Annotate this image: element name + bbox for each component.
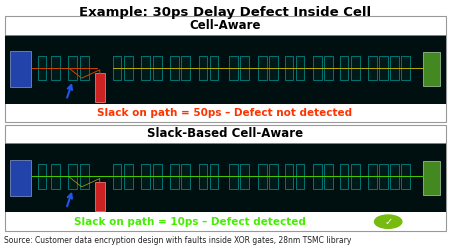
Bar (112, 164, 122, 188)
Bar (379, 164, 388, 188)
Bar (210, 56, 218, 80)
Bar (181, 56, 190, 80)
Bar (258, 164, 267, 188)
Bar (313, 164, 322, 188)
Bar (210, 164, 218, 188)
Bar (368, 164, 377, 188)
Bar (324, 56, 333, 80)
Bar (10, 51, 31, 87)
Bar (95, 73, 104, 102)
Bar (81, 164, 89, 188)
Bar (170, 56, 179, 80)
Bar (170, 164, 179, 188)
FancyBboxPatch shape (4, 16, 446, 122)
Bar (230, 164, 238, 188)
Bar (258, 56, 267, 80)
Bar (198, 56, 207, 80)
Bar (4, 35, 446, 104)
Bar (68, 164, 77, 188)
Bar (401, 56, 410, 80)
Text: Slack on path = 10ps – Defect detected: Slack on path = 10ps – Defect detected (74, 217, 306, 227)
Bar (4, 143, 446, 212)
Bar (340, 164, 348, 188)
Bar (153, 164, 162, 188)
Bar (423, 52, 440, 86)
Bar (37, 56, 46, 80)
Bar (51, 164, 59, 188)
Bar (198, 164, 207, 188)
Text: Slack on path = 50ps – Defect not detected: Slack on path = 50ps – Defect not detect… (98, 108, 352, 118)
Bar (10, 160, 31, 196)
Bar (125, 56, 133, 80)
Bar (125, 164, 133, 188)
Bar (324, 164, 333, 188)
Bar (284, 56, 293, 80)
Bar (351, 56, 360, 80)
Bar (230, 56, 238, 80)
Bar (351, 164, 360, 188)
Ellipse shape (374, 215, 402, 228)
Bar (141, 56, 150, 80)
Bar (340, 56, 348, 80)
Bar (181, 164, 190, 188)
Text: Example: 30ps Delay Defect Inside Cell: Example: 30ps Delay Defect Inside Cell (79, 6, 371, 19)
Text: Slack-Based Cell-Aware: Slack-Based Cell-Aware (147, 127, 303, 141)
Bar (37, 164, 46, 188)
Bar (313, 56, 322, 80)
Bar (51, 56, 59, 80)
Bar (423, 161, 440, 195)
Text: Source: Customer data encryption design with faults inside XOR gates, 28nm TSMC : Source: Customer data encryption design … (4, 236, 352, 245)
Text: ✓: ✓ (384, 217, 392, 227)
Bar (112, 56, 122, 80)
Bar (269, 56, 278, 80)
Bar (153, 56, 162, 80)
Bar (269, 164, 278, 188)
Bar (296, 164, 304, 188)
FancyBboxPatch shape (4, 125, 446, 231)
Text: Cell-Aware: Cell-Aware (189, 19, 261, 32)
Bar (391, 56, 399, 80)
Bar (391, 164, 399, 188)
Bar (240, 56, 249, 80)
Bar (68, 56, 77, 80)
Bar (284, 164, 293, 188)
Bar (368, 56, 377, 80)
Bar (141, 164, 150, 188)
Bar (379, 56, 388, 80)
Bar (95, 182, 104, 211)
Bar (81, 56, 89, 80)
Bar (296, 56, 304, 80)
Bar (240, 164, 249, 188)
Bar (401, 164, 410, 188)
